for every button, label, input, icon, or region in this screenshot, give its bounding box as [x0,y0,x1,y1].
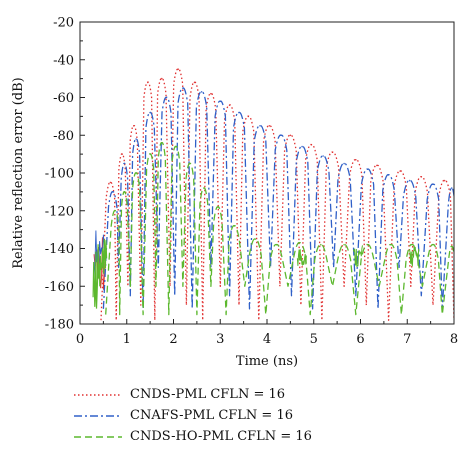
series-peak-point [387,174,390,176]
legend-label: CNDS-HO-PML CFLN = 16 [130,429,312,444]
series-peak-point [254,238,257,240]
x-tick-label: 7 [403,332,411,347]
series-2 [92,141,454,316]
series-peak-point [182,87,184,89]
y-tick-label: -140 [45,242,74,257]
series-peak-point [399,170,402,172]
y-tick-label: -100 [45,167,74,182]
series-peak-point [331,151,334,153]
series-peak-point [149,153,151,155]
series-peak-point [298,242,301,244]
series-peak-point [109,181,112,184]
series-peak-point [376,164,378,167]
series-noise-burst [93,230,106,279]
series-peak-point [259,125,261,127]
y-tick-label: -160 [45,280,74,295]
series-peak-point [238,111,240,114]
x-tick-label: 0 [76,332,84,347]
series-peak-point [217,206,219,208]
legend-swatch-cnafs-pml [74,414,122,417]
series-peak-point [420,176,423,178]
series-peak-point [301,145,303,148]
x-tick-label: 5 [310,332,318,347]
series-peak-point [355,159,357,161]
x-tick-label: 2 [169,332,177,347]
y-tick-label: -180 [45,318,74,333]
series-line [100,68,454,321]
x-tick-label: 1 [123,332,131,347]
series-peak-point [200,91,203,93]
series-peak-point [310,143,313,146]
x-tick-label: 6 [356,332,364,347]
series-peak-point [408,179,411,182]
y-tick-label: -60 [53,91,74,106]
legend-swatch-cnds-pml [74,393,122,396]
chart-legend: CNDS-PML CFLN = 16 CNAFS-PML CFLN = 16 C… [72,384,392,447]
series-peak-point [193,81,196,84]
series-peak-point [149,111,151,114]
series-0 [93,68,454,321]
series-line [105,141,454,316]
relative-reflection-error-chart: 0 1 2 3 4 5 6 7 8 -20 -40 -60 -80 -100 -120 -140 -160 -18… [11,16,458,370]
legend-swatch-cnds-ho-pml [74,435,122,438]
x-tick-label: 3 [216,332,224,347]
series-peak-point [111,191,114,193]
series-peak-point [210,92,212,95]
series-noise-cluster [353,245,363,268]
series-1 [93,87,454,310]
series-peak-point [411,243,413,246]
legend-label: CNDS-PML CFLN = 16 [130,387,286,402]
series-peak-point [114,210,116,212]
series-peak-point [432,183,434,186]
series-peak-point [450,187,453,189]
series-peak-point [432,243,434,246]
series-peak-point [161,142,163,144]
series-peak-point [135,172,137,174]
series-peak-point [165,96,168,99]
series-peak-point [123,191,126,193]
legend-label: CNAFS-PML CFLN = 16 [130,408,294,423]
series-peak-point [135,138,137,140]
legend-item-cnafs-pml: CNAFS-PML CFLN = 16 [72,405,392,426]
series-noise-burst [92,239,108,309]
x-axis-label: Time (ns) [236,354,298,369]
series-peak-point [443,179,446,182]
series-peak-point [390,243,392,246]
series-peak-point [280,134,282,137]
x-tick-label: 8 [450,332,458,347]
series-peak-point [366,168,369,170]
legend-item-cnds-pml: CNDS-PML CFLN = 16 [72,384,392,405]
y-tick-label: -80 [53,129,74,144]
legend-item-cnds-ho-pml: CNDS-HO-PML CFLN = 16 [72,426,392,447]
series-peak-point [133,125,135,127]
series-peak-point [289,134,292,137]
y-tick-label: -40 [53,53,74,68]
series-peak-point [268,125,271,127]
series-peak-point [322,155,324,157]
series-peak-point [203,187,205,189]
series-peak-point [123,162,126,165]
series-peak-point [189,162,191,165]
series-peak-point [366,243,369,246]
series-peak-point [450,245,453,248]
series-peak-point [219,100,222,103]
x-tick-label: 4 [263,332,271,347]
y-tick-label: -20 [53,16,74,31]
series-peak-point [147,81,149,84]
series-peak-point [247,115,250,118]
y-axis-label: Relative reflection error (dB) [11,77,26,269]
series-peak-point [161,77,163,80]
series-peak-point [233,225,236,227]
series-peak-point [343,162,345,165]
series-peak-point [121,153,123,155]
series-peak-point [177,68,179,70]
y-tick-label: -120 [45,204,74,219]
series-peak-point [343,243,345,246]
series-peak-point [228,104,231,106]
series-peak-point [320,243,322,246]
series-peak-point [275,243,278,246]
series-peak-point [175,145,177,148]
